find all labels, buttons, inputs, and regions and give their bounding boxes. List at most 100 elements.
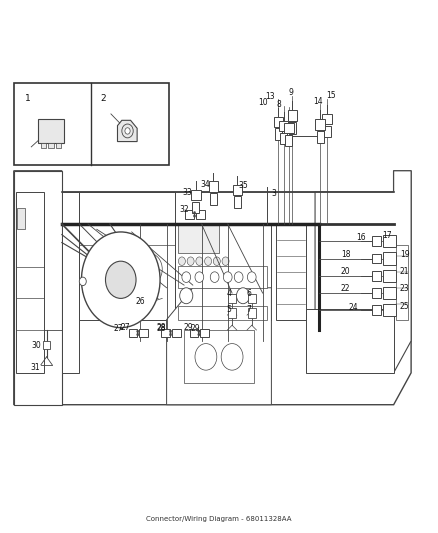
Bar [324,126,331,138]
Text: 33: 33 [183,188,192,197]
Text: 18: 18 [341,251,350,260]
Bar [14,83,169,165]
Bar [185,210,194,219]
Bar [177,306,267,320]
Text: 32: 32 [179,205,189,214]
Bar [161,329,170,337]
Bar [38,119,64,143]
Circle shape [81,232,160,328]
Bar [79,192,175,320]
Bar [383,270,396,282]
Text: 25: 25 [400,302,410,311]
Bar [17,208,25,229]
Text: 23: 23 [400,284,410,293]
Text: 16: 16 [356,233,366,243]
Text: 9: 9 [289,87,293,96]
Bar [184,330,254,383]
Circle shape [210,272,219,282]
Bar [228,294,236,303]
Polygon shape [315,171,411,373]
Bar [192,201,199,213]
Circle shape [198,330,200,333]
Circle shape [137,333,139,336]
Bar [396,245,408,320]
Text: Connector/Wiring Diagram - 68011328AA: Connector/Wiring Diagram - 68011328AA [146,515,292,522]
Bar [372,254,381,263]
Circle shape [223,272,232,282]
Circle shape [170,330,172,333]
Text: 22: 22 [341,284,350,293]
Circle shape [194,212,196,214]
Text: 15: 15 [326,91,336,100]
Bar [139,329,148,337]
Circle shape [195,272,204,282]
Text: 17: 17 [382,231,392,240]
Circle shape [122,124,133,138]
Bar [248,309,256,318]
Bar [275,128,282,140]
Polygon shape [117,120,137,142]
Circle shape [79,277,86,286]
Text: 30: 30 [32,341,41,350]
Bar [191,190,201,200]
Bar [200,329,209,337]
Bar [234,196,241,208]
Bar [306,309,394,373]
Bar [276,224,306,320]
Bar [177,224,219,253]
Text: 35: 35 [238,181,248,190]
Bar [279,121,288,131]
Text: 14: 14 [313,97,322,106]
Bar [248,294,256,303]
Bar [43,342,50,349]
Text: 27: 27 [121,323,131,332]
Bar [280,133,287,144]
Bar [315,119,325,130]
Circle shape [182,272,191,282]
Text: 1: 1 [25,94,31,103]
Text: 29: 29 [190,324,200,333]
Circle shape [137,330,139,333]
Bar [322,114,332,124]
Text: 8: 8 [277,100,282,109]
Circle shape [194,215,196,217]
Circle shape [125,128,130,134]
Circle shape [205,257,212,265]
Text: 31: 31 [30,363,39,372]
Bar [190,329,198,337]
Circle shape [237,288,250,304]
Bar [372,271,381,281]
Bar [228,309,236,318]
Circle shape [178,257,185,265]
Bar [62,192,79,373]
Bar [286,135,292,147]
Circle shape [106,261,136,298]
Bar [210,193,217,205]
Bar [48,143,53,148]
Text: 20: 20 [341,268,350,276]
Bar [289,122,296,134]
Circle shape [221,344,243,370]
Text: 29: 29 [184,323,193,332]
Bar [129,329,138,337]
Bar [41,143,46,148]
Text: 10: 10 [258,98,268,107]
Text: 28: 28 [157,324,166,333]
Bar [317,131,324,143]
Bar [233,184,242,195]
Bar [172,329,180,337]
Circle shape [195,344,217,370]
Bar [372,236,381,246]
Bar [175,224,272,320]
Bar [383,287,396,300]
Bar [284,123,293,133]
Bar [274,117,283,127]
Text: 2: 2 [100,94,106,103]
Polygon shape [14,171,62,405]
Text: 26: 26 [136,296,145,305]
Circle shape [213,257,220,265]
Text: 7: 7 [246,304,251,313]
Bar [383,252,396,265]
Circle shape [170,333,172,336]
Text: 5: 5 [226,304,231,313]
